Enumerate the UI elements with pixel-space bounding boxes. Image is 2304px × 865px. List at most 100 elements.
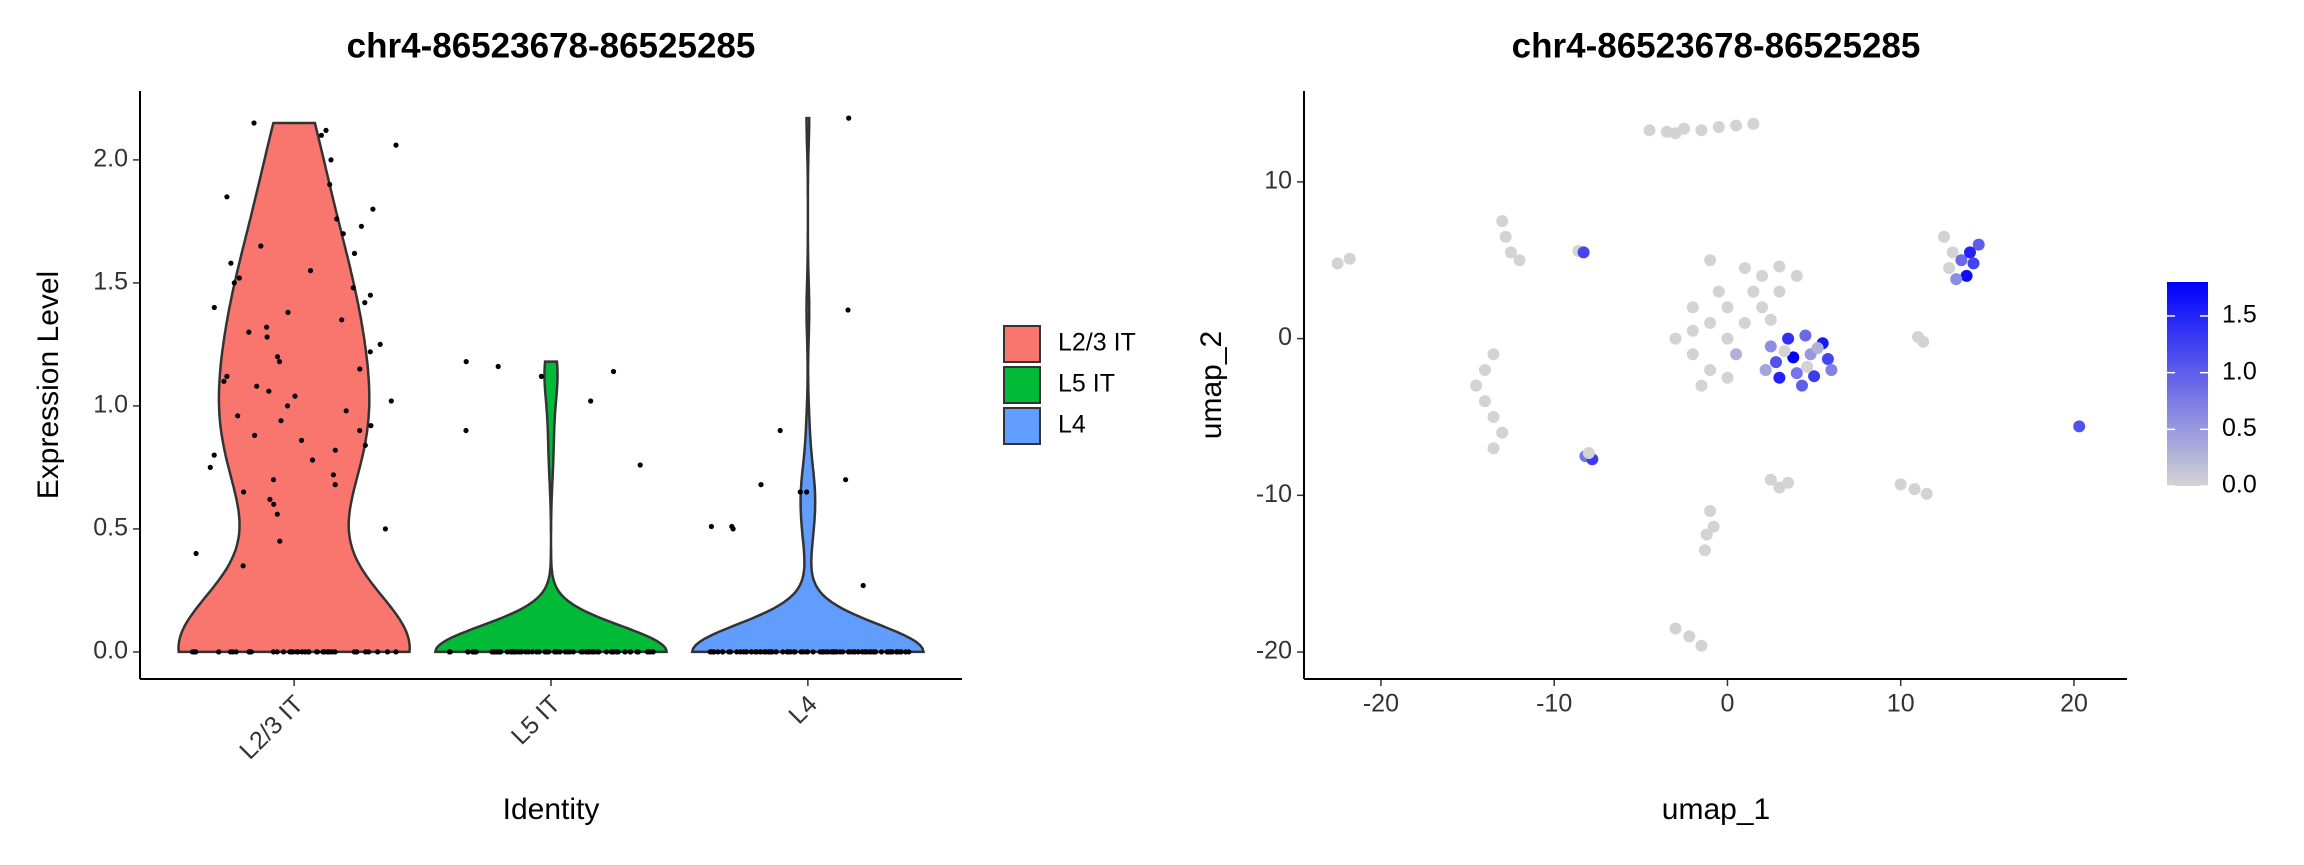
point (1960, 269, 1973, 282)
x-tick-label: -10 (1536, 690, 1572, 718)
point (270, 649, 276, 655)
point (1470, 379, 1483, 392)
point (1764, 340, 1777, 353)
point (610, 368, 617, 375)
point (868, 649, 875, 655)
point (224, 373, 230, 379)
point (1496, 215, 1509, 228)
colorbar-label: 1.0 (2222, 357, 2257, 385)
point (1686, 301, 1699, 314)
point (393, 142, 399, 148)
point (332, 482, 338, 488)
point (246, 329, 252, 335)
point (711, 649, 717, 655)
point (221, 378, 227, 384)
point (1756, 301, 1769, 314)
y-tick-label: -10 (1256, 480, 1292, 508)
point (277, 538, 283, 544)
point (1955, 254, 1968, 267)
point (350, 285, 356, 291)
point (715, 649, 721, 655)
point (1487, 411, 1500, 423)
y-tick-label: 2.0 (93, 144, 128, 172)
point (1964, 246, 1976, 259)
point (708, 523, 715, 530)
violin (177, 121, 411, 654)
point (267, 496, 273, 502)
x-axis-title: umap_1 (1662, 793, 1770, 826)
x-tick-label: 20 (2060, 690, 2088, 718)
point (334, 216, 340, 222)
y-tick-label: 10 (1264, 167, 1292, 195)
point (1787, 351, 1800, 364)
point (635, 649, 641, 655)
legend-key (1003, 325, 1041, 363)
point (1747, 117, 1760, 130)
violin (433, 360, 669, 654)
point (270, 477, 277, 483)
point (580, 649, 586, 655)
point (761, 649, 767, 655)
point (285, 309, 291, 315)
point (276, 359, 283, 365)
point (251, 120, 257, 126)
point (538, 373, 545, 379)
point (491, 649, 498, 655)
point (1704, 505, 1717, 517)
point (463, 359, 469, 365)
point (557, 649, 563, 655)
point (211, 452, 217, 458)
point (274, 354, 281, 360)
point (227, 649, 234, 655)
point (367, 292, 373, 298)
point (1487, 348, 1500, 361)
point (825, 649, 831, 655)
point (330, 472, 336, 478)
point (810, 649, 816, 655)
point (465, 649, 471, 655)
colorbar-label: 0.5 (2222, 414, 2257, 442)
point (1686, 348, 1699, 361)
point (1821, 353, 1834, 365)
point (290, 649, 296, 655)
point (1943, 262, 1956, 275)
point (508, 649, 514, 655)
point (264, 324, 270, 330)
point (1894, 478, 1907, 491)
point (1700, 528, 1713, 541)
point (1796, 379, 1808, 392)
point (314, 649, 320, 655)
point (274, 649, 280, 655)
point (1721, 371, 1734, 384)
point (748, 649, 755, 655)
colorbar (2167, 282, 2208, 486)
point (805, 649, 811, 655)
point (235, 413, 241, 419)
point (1577, 246, 1590, 259)
point (1730, 348, 1743, 361)
point (246, 649, 253, 655)
point (773, 649, 779, 655)
point (292, 393, 298, 399)
point (830, 649, 836, 655)
point (780, 649, 786, 655)
point (1695, 124, 1708, 137)
point (777, 427, 783, 434)
point (366, 649, 372, 655)
point (787, 649, 794, 655)
point (322, 649, 328, 655)
point (720, 649, 726, 655)
point (1478, 364, 1491, 376)
point (740, 649, 747, 655)
point (266, 388, 272, 394)
point (588, 398, 594, 404)
point (1801, 360, 1814, 373)
point (295, 649, 301, 655)
y-axis-title: umap_2 (1195, 331, 1228, 439)
point (1808, 370, 1821, 383)
chart-title: chr4-86523678-86525285 (347, 26, 756, 65)
point (339, 317, 345, 323)
point (241, 489, 247, 495)
chart-title: chr4-86523678-86525285 (1512, 26, 1921, 65)
point (1764, 313, 1777, 326)
